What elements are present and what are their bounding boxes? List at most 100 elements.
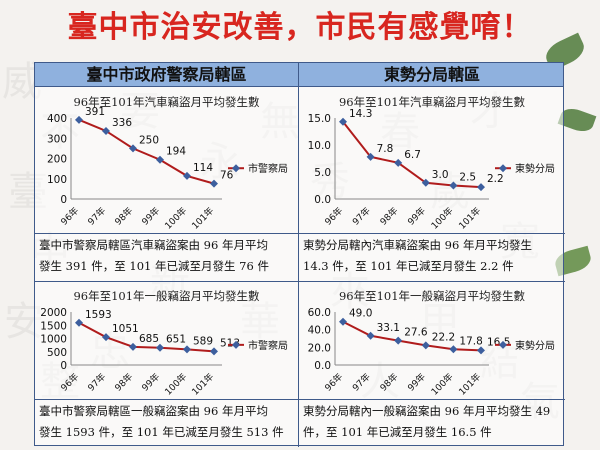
x-tick-label: 101年	[189, 205, 216, 232]
legend-marker	[232, 340, 240, 349]
caption-line: 件，至 101 年已減至月發生 16.5 件	[303, 425, 492, 439]
data-label: 17.8	[459, 335, 482, 347]
row-divider	[35, 233, 565, 234]
caption-line: 東勢分局轄內汽車竊盜案由 96 年月平均發生	[303, 238, 532, 252]
caption-line: 發生 391 件，至 101 年已減至月發生 76 件	[39, 259, 269, 273]
data-label: 250	[139, 134, 159, 146]
caption-line: 臺中市警察局轄區一般竊盜案由 96 年月平均	[39, 404, 268, 418]
chart-tl: 96年至101年汽車竊盜月平均發生數 0 100 200 300 400 96年 97年 98年…	[35, 88, 298, 233]
y-tick-label: 20.0	[308, 342, 331, 354]
x-tick-label: 96年	[322, 205, 345, 228]
data-label: 2.2	[487, 173, 504, 185]
y-tick-label: 15.0	[308, 113, 331, 125]
series-line	[78, 321, 215, 353]
chart-title: 96年至101年汽車竊盜月平均發生數	[338, 95, 526, 109]
report-table: 臺中市政府警察局轄區 東勢分局轄區 96年至101年汽車竊盜月平均發生數 0 100…	[34, 62, 565, 447]
x-tick-label: 99年	[405, 205, 428, 228]
data-label: 27.6	[404, 327, 428, 339]
series-line	[342, 121, 482, 189]
y-tick-label: 5.0	[314, 167, 331, 179]
legend-label: 東勢分局	[515, 162, 555, 175]
caption-bl: 臺中市警察局轄區一般竊盜案由 96 年月平均 發生 1593 件，至 101 年…	[35, 401, 298, 443]
x-tick-label: 98年	[377, 371, 400, 394]
x-tick-label: 99年	[139, 205, 162, 228]
legend-marker	[232, 164, 240, 173]
x-tick-label: 100年	[429, 371, 456, 398]
data-point	[477, 346, 485, 355]
data-label: 114	[193, 162, 213, 174]
y-tick-label: 200	[47, 154, 67, 166]
data-point	[156, 343, 164, 352]
data-point	[366, 331, 375, 340]
data-point	[477, 183, 485, 192]
data-label: 14.3	[349, 108, 372, 120]
data-point	[449, 345, 458, 354]
header-right: 東勢分局轄區	[383, 65, 480, 84]
y-tick-label: 1500	[40, 320, 67, 332]
data-label: 16.5	[487, 336, 510, 348]
x-tick-label: 99年	[139, 371, 162, 394]
data-label: 2.5	[459, 172, 476, 184]
data-label: 76	[220, 170, 234, 182]
series-line	[342, 320, 482, 352]
page-title: 臺中市治安改善，市民有感覺唷！	[67, 10, 533, 45]
caption-line: 東勢分局轄內一般竊盜案由 96 年月平均發生 49	[303, 404, 551, 418]
y-tick-label: 100	[47, 174, 67, 186]
legend-label: 東勢分局	[515, 339, 555, 352]
chart-title: 96年至101年汽車竊盜月平均發生數	[73, 95, 260, 109]
data-label: 33.1	[377, 322, 400, 334]
chart-svg: 0.0 5.0 10.0 15.0 96年 97年 98年 99年 100年 101年 14.3 7.…	[308, 108, 555, 232]
x-tick-label: 97年	[85, 371, 108, 394]
data-label: 1051	[112, 323, 139, 335]
chart-title: 96年至101年一般竊盜月平均發生數	[73, 289, 260, 303]
data-point	[183, 171, 191, 180]
y-tick-label: 2000	[40, 307, 67, 319]
y-tick-label: 0.0	[314, 194, 331, 206]
caption-br: 東勢分局轄內一般竊盜案由 96 年月平均發生 49 件，至 101 年已減至月發…	[299, 401, 565, 443]
data-label: 336	[112, 117, 132, 129]
x-tick-label: 101年	[456, 205, 483, 232]
data-label: 589	[193, 335, 213, 347]
y-tick-label: 10.0	[308, 140, 331, 152]
caption-tl: 臺中市警察局轄區汽車竊盜案由 96 年月平均 發生 391 件，至 101 年已…	[35, 235, 298, 277]
chart-tr: 96年至101年汽車竊盜月平均發生數 0.0 5.0 10.0 15.0 96年 97年 98…	[299, 88, 565, 233]
y-tick-label: 0	[60, 194, 67, 206]
data-point	[156, 155, 164, 164]
legend-marker	[499, 340, 507, 349]
x-tick-label: 101年	[456, 371, 483, 398]
x-tick-label: 97年	[350, 205, 373, 228]
column-divider	[298, 63, 299, 447]
data-point	[210, 347, 218, 356]
data-point	[129, 144, 137, 153]
y-tick-label: 60.0	[308, 307, 331, 319]
y-tick-label: 500	[47, 347, 67, 359]
x-tick-label: 97年	[85, 205, 108, 228]
x-tick-label: 96年	[58, 205, 81, 228]
data-point	[210, 179, 218, 188]
data-point	[421, 341, 430, 350]
data-point	[183, 345, 191, 354]
data-label: 685	[139, 333, 159, 345]
caption-line: 14.3 件，至 101 年已減至月發生 2.2 件	[303, 259, 514, 273]
data-label: 6.7	[404, 149, 421, 161]
x-tick-label: 96年	[58, 371, 81, 394]
data-label: 49.0	[349, 308, 372, 320]
data-point	[102, 333, 110, 342]
legend-marker	[499, 164, 507, 173]
y-tick-label: 400	[47, 113, 67, 125]
caption-line: 發生 1593 件，至 101 年已減至月發生 513 件	[39, 425, 284, 439]
x-tick-label: 98年	[112, 205, 135, 228]
chart-svg: 0 100 200 300 400 96年 97年 98年 99年 100年 101年 391 336 2…	[47, 106, 288, 232]
data-point	[366, 152, 375, 161]
data-point	[75, 318, 83, 327]
data-label: 194	[166, 146, 186, 158]
x-tick-label: 100年	[162, 371, 189, 398]
y-tick-label: 0.0	[314, 360, 331, 372]
data-point	[129, 342, 137, 351]
chart-svg: 0.0 20.0 40.0 60.0 96年 97年 98年 99年 100年 101年 49.0 3…	[308, 307, 555, 398]
x-tick-label: 99年	[405, 371, 428, 394]
caption-line: 臺中市警察局轄區汽車竊盜案由 96 年月平均	[39, 238, 268, 252]
data-point	[449, 181, 458, 190]
data-label: 1593	[85, 309, 112, 321]
